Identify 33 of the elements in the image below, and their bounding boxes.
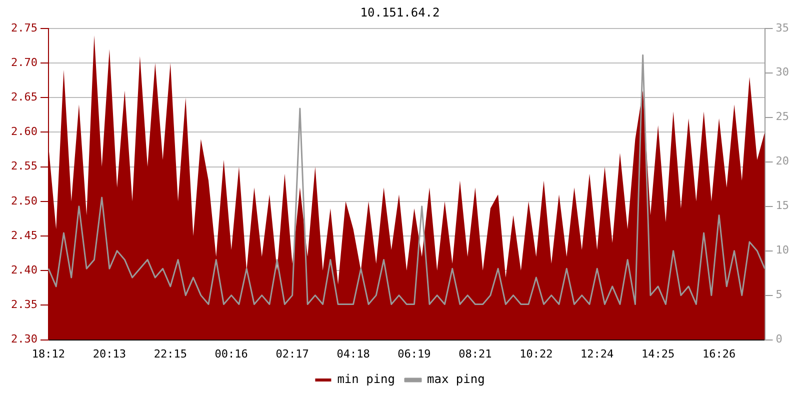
y-tick-label: 2.65: [10, 90, 38, 104]
x-tick-label: 02:17: [276, 347, 309, 360]
x-tick-label: 16:26: [702, 347, 736, 360]
y-tick-label: 2.60: [10, 125, 38, 138]
legend-label: min ping: [337, 372, 395, 386]
y2-tick-label: 35: [776, 21, 790, 34]
y2-tick-label: 5: [776, 288, 782, 302]
x-tick-label: 18:12: [32, 347, 66, 360]
y-tick-label: 2.40: [10, 263, 38, 276]
y2-tick-label: 30: [776, 66, 790, 79]
legend-label: max ping: [427, 372, 485, 386]
x-tick-label: 20:13: [92, 347, 126, 360]
y-tick-label: 2.75: [10, 21, 38, 34]
x-tick-label: 04:18: [336, 347, 370, 360]
x-tick-label: 22:15: [154, 347, 187, 360]
y-tick-label: 2.55: [10, 160, 38, 173]
x-tick-label: 12:24: [580, 347, 614, 360]
y-tick-label: 2.30: [10, 332, 38, 346]
y2-tick-label: 0: [776, 332, 782, 346]
y-tick-label: 2.70: [10, 56, 38, 69]
x-tick-label: 00:16: [214, 347, 248, 360]
x-tick-label: 14:25: [642, 347, 675, 360]
y2-tick-label: 25: [776, 110, 790, 124]
y-tick-label: 2.50: [10, 194, 38, 208]
chart-title: 10.151.64.2: [360, 5, 440, 20]
x-tick-label: 06:19: [398, 347, 431, 360]
y-tick-label: 2.35: [10, 298, 38, 312]
y-tick-label: 2.45: [10, 228, 38, 242]
x-tick-label: 08:21: [458, 347, 492, 360]
y2-tick-label: 15: [776, 199, 790, 212]
y2-tick-label: 20: [776, 154, 790, 168]
x-tick-label: 10:22: [520, 347, 553, 360]
y2-tick-label: 10: [776, 244, 790, 257]
